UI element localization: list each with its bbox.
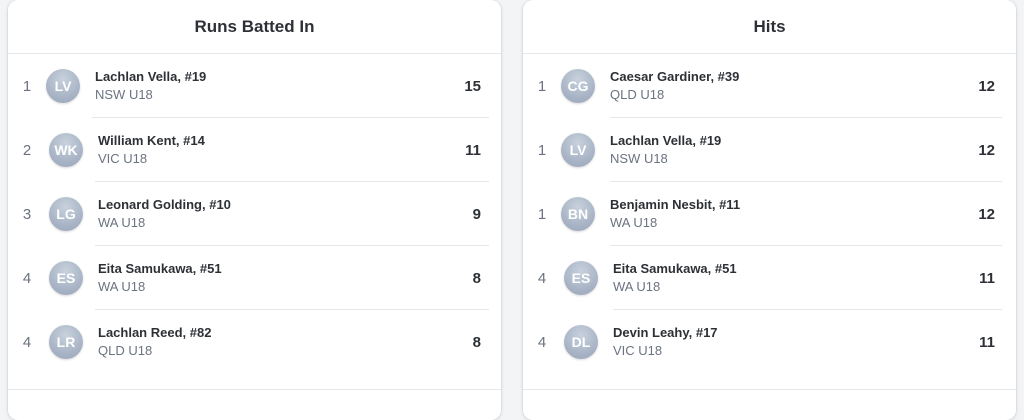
player-team: QLD U18 [98, 343, 153, 358]
rank: 4 [537, 269, 547, 287]
player-name[interactable]: Eita Samukawa, #51 [98, 261, 222, 276]
leader-row[interactable]: 2 WK William Kent, #14 VIC U18 11 [8, 118, 501, 182]
stat-value: 9 [472, 205, 481, 223]
row-divider [95, 181, 489, 182]
row-divider [610, 117, 1002, 118]
player-name[interactable]: Devin Leahy, #17 [613, 325, 718, 340]
player-avatar: CG [561, 69, 595, 103]
player-avatar: ES [564, 261, 598, 295]
player-team: VIC U18 [613, 343, 663, 358]
player-name[interactable]: Leonard Golding, #10 [98, 197, 231, 212]
player-team: WA U18 [98, 215, 146, 230]
row-divider [613, 309, 1002, 310]
player-team: QLD U18 [610, 87, 665, 102]
rank: 1 [537, 205, 547, 223]
leader-row[interactable]: 4 DL Devin Leahy, #17 VIC U18 11 [523, 310, 1016, 374]
leader-row[interactable]: 1 LV Lachlan Vella, #19 NSW U18 12 [523, 118, 1016, 182]
player-team: WA U18 [98, 279, 146, 294]
card-header: Runs Batted In [8, 0, 501, 54]
leader-row[interactable]: 4 ES Eita Samukawa, #51 WA U18 11 [523, 246, 1016, 310]
player-name[interactable]: Eita Samukawa, #51 [613, 261, 737, 276]
player-team: NSW U18 [95, 87, 153, 102]
rank: 2 [22, 141, 32, 159]
leader-row[interactable]: 1 LV Lachlan Vella, #19 NSW U18 15 [8, 54, 501, 118]
player-team: WA U18 [610, 215, 658, 230]
rank: 4 [22, 269, 32, 287]
stat-value: 12 [978, 141, 995, 159]
player-name[interactable]: Lachlan Vella, #19 [95, 69, 207, 84]
row-divider [610, 245, 1002, 246]
rank: 1 [22, 77, 32, 95]
card-title: Runs Batted In [194, 16, 315, 36]
player-avatar: LV [46, 69, 80, 103]
stat-value: 11 [979, 333, 995, 351]
player-avatar: ES [49, 261, 83, 295]
player-name[interactable]: Caesar Gardiner, #39 [610, 69, 740, 84]
player-name[interactable]: William Kent, #14 [98, 133, 205, 148]
leader-row[interactable]: 4 LR Lachlan Reed, #82 QLD U18 8 [8, 310, 501, 374]
hits-leaderboard-card: Hits 1 CG Caesar Gardiner, #39 QLD U18 1… [523, 0, 1016, 420]
player-team: VIC U18 [98, 151, 148, 166]
rbi-leaderboard-card: Runs Batted In 1 LV Lachlan Vella, #19 N… [8, 0, 501, 420]
row-divider [610, 181, 1002, 182]
row-divider [92, 117, 489, 118]
player-avatar: WK [49, 133, 83, 167]
card-footer-divider [523, 389, 1016, 390]
leader-row[interactable]: 1 BN Benjamin Nesbit, #11 WA U18 12 [523, 182, 1016, 246]
leader-row[interactable]: 3 LG Leonard Golding, #10 WA U18 9 [8, 182, 501, 246]
leader-row[interactable]: 1 CG Caesar Gardiner, #39 QLD U18 12 [523, 54, 1016, 118]
row-divider [95, 245, 489, 246]
rank: 4 [537, 333, 547, 351]
card-header: Hits [523, 0, 1016, 54]
stat-value: 12 [978, 205, 995, 223]
stat-value: 15 [464, 77, 481, 95]
player-avatar: BN [561, 197, 595, 231]
rank: 1 [537, 141, 547, 159]
stat-value: 12 [978, 77, 995, 95]
player-name[interactable]: Lachlan Vella, #19 [610, 133, 722, 148]
player-avatar: DL [564, 325, 598, 359]
row-divider [95, 309, 489, 310]
player-team: NSW U18 [610, 151, 668, 166]
stat-value: 11 [465, 141, 481, 159]
stat-value: 8 [472, 333, 481, 351]
rank: 1 [537, 77, 547, 95]
rank: 3 [22, 205, 32, 223]
player-name[interactable]: Lachlan Reed, #82 [98, 325, 212, 340]
player-team: WA U18 [613, 279, 661, 294]
stat-value: 8 [472, 269, 481, 287]
card-footer-divider [8, 389, 501, 390]
player-name[interactable]: Benjamin Nesbit, #11 [610, 197, 741, 212]
rank: 4 [22, 333, 32, 351]
stat-value: 11 [979, 269, 995, 287]
card-title: Hits [753, 16, 786, 36]
player-avatar: LR [49, 325, 83, 359]
player-avatar: LV [561, 133, 595, 167]
player-avatar: LG [49, 197, 83, 231]
leader-row[interactable]: 4 ES Eita Samukawa, #51 WA U18 8 [8, 246, 501, 310]
